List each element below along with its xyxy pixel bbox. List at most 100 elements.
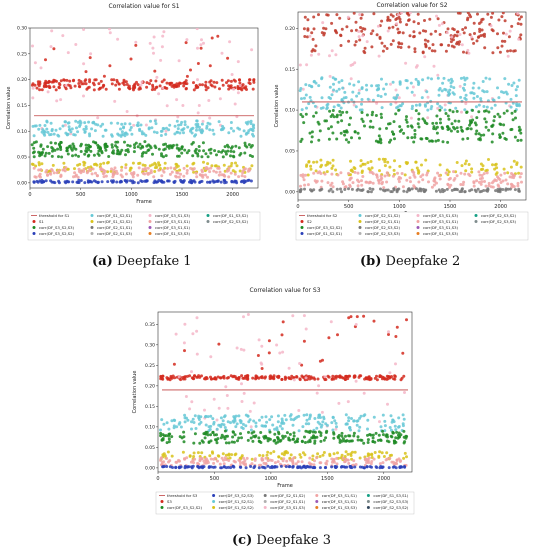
data-point [395,325,399,329]
data-point [200,457,204,461]
data-point [450,122,454,126]
data-point [205,457,208,461]
data-point [398,125,402,129]
data-point [389,138,393,142]
data-point [83,181,87,185]
data-point [347,434,351,438]
data-point [378,37,382,40]
data-point [332,432,336,436]
data-point [280,427,284,431]
data-point [169,166,173,170]
data-point [435,131,439,135]
series-gray [298,187,521,194]
data-point [165,465,169,468]
data-point [251,129,255,133]
data-point [206,180,209,184]
data-point [325,170,329,174]
data-point [360,171,364,174]
data-point [161,377,165,381]
data-point [449,183,453,187]
data-point [197,418,201,421]
data-point [491,12,495,15]
data-point [209,355,213,359]
data-point [74,174,77,178]
data-point [461,137,465,141]
data-point [175,425,179,429]
data-point [193,432,197,436]
data-point [448,176,452,180]
data-point [153,87,157,91]
data-point [232,87,236,91]
data-point [140,154,144,158]
data-point [506,171,510,175]
data-point [453,33,457,37]
data-point [323,172,327,176]
data-point [118,180,122,184]
data-point [419,187,423,191]
data-point [199,420,203,424]
data-point [378,127,382,131]
data-point [385,180,389,184]
legend-entry: corr(DF_S2_S3,S3) [481,219,517,224]
data-point [166,166,170,170]
data-point [70,127,74,131]
series-salmon [32,166,252,179]
data-point [249,145,253,149]
data-point [208,428,212,431]
data-point [91,167,95,171]
data-point [396,45,400,49]
data-point [54,141,57,145]
data-point [486,189,489,193]
data-point [297,409,301,412]
data-point [160,438,164,442]
data-point [318,455,322,458]
data-point [221,124,224,128]
data-point [180,151,184,155]
data-point [426,116,430,120]
data-point [336,451,339,455]
data-point [322,26,326,30]
data-point [300,137,304,141]
data-point [74,119,78,123]
data-point [37,84,41,88]
data-point [44,58,47,62]
data-point [277,432,281,436]
data-point [316,452,320,456]
data-point [166,450,170,454]
data-point [483,46,487,50]
data-point [471,118,475,122]
data-point [177,375,181,379]
data-point [483,109,486,113]
data-point [455,126,459,130]
data-point [386,402,389,406]
data-point [37,174,41,178]
data-point [329,125,333,129]
data-point [392,377,395,381]
data-point [195,28,199,31]
data-point [388,371,392,375]
data-point [446,183,450,187]
y-axis-label: Correlation value [274,85,280,128]
data-point [424,158,428,162]
data-point [415,187,418,191]
data-point [382,455,386,458]
data-point [45,127,49,131]
data-point [240,374,244,378]
data-point [78,125,81,128]
data-point [322,33,326,37]
data-point [481,164,485,168]
data-point [59,79,63,83]
data-point [459,76,463,80]
data-point [264,415,268,419]
data-point [66,121,70,125]
series-green [30,140,254,159]
data-point [163,147,167,151]
data-point [315,160,319,164]
data-point [324,422,328,426]
data-point [237,414,241,418]
data-point [149,119,152,123]
data-point [418,103,422,107]
data-point [165,457,169,460]
data-point [207,148,211,152]
x-tick-label: 1000 [125,192,138,198]
